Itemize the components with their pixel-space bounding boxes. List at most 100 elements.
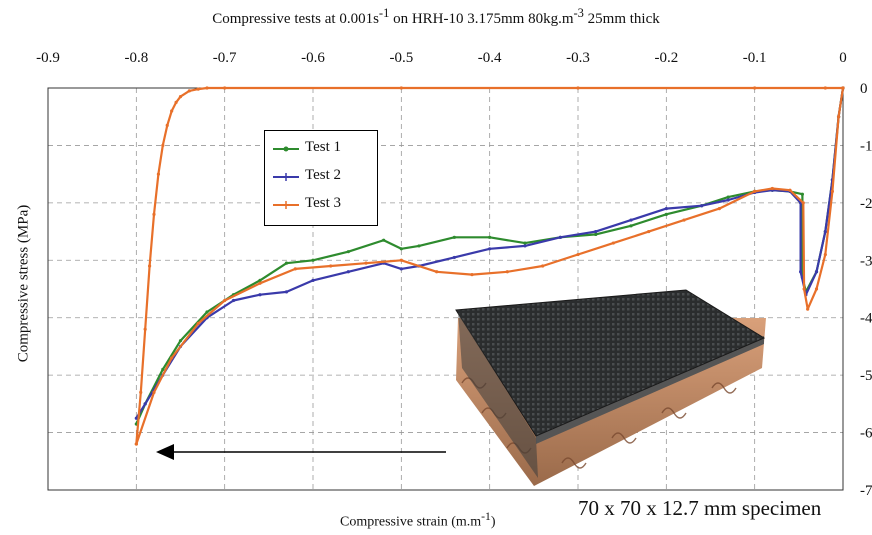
x-tick-label: -0.5 [389,50,413,66]
data-point-test-3 [435,270,439,274]
data-point-test-1 [399,247,403,251]
data-point-test-3 [576,86,580,90]
data-point-test-3 [841,86,845,90]
data-point-test-3 [770,186,774,191]
y-tick-labels: 0 -1 -2 -3 -4 -5 -6 -7 [860,81,872,499]
data-point-test-3 [165,123,169,127]
series-lines [134,86,845,446]
data-point-test-1 [205,310,209,314]
data-point-test-2 [814,270,819,274]
x-tick-label: 0 [839,50,847,66]
specimen-annotation: 70 x 70 x 12.7 mm specimen [578,496,822,520]
x-tick-labels: -0.9 -0.8 -0.7 -0.6 -0.5 -0.4 -0.3 -0.2 -0.1 0 [36,50,847,66]
data-point-test-2 [799,270,803,274]
x-tick-label: -0.7 [213,50,237,66]
data-point-test-1 [178,339,183,343]
legend-marker-test-2 [273,173,299,181]
data-point-test-3 [399,86,403,90]
data-point-test-2 [664,207,668,211]
data-point-test-1 [161,367,165,371]
x-tick-label: -0.4 [478,50,502,66]
x-tick-label: -0.9 [36,50,60,66]
x-tick-label: -0.2 [654,50,678,66]
data-point-test-2 [311,278,315,282]
data-point-test-3 [836,115,841,119]
data-point-test-3 [801,201,805,205]
data-point-test-3 [178,95,183,99]
data-point-test-3 [541,264,545,268]
data-point-test-3 [364,261,368,265]
data-point-test-2 [258,293,262,297]
y-axis-label: Compressive stress (MPa) [15,204,32,363]
data-point-test-2 [399,267,403,271]
legend-marker-test-3 [273,201,299,209]
data-point-test-3 [611,241,615,245]
data-point-test-3 [170,356,174,360]
legend-label-test-1: Test 1 [305,139,342,155]
y-tick-label: -2 [860,196,872,212]
data-point-test-3 [147,264,152,268]
data-point-test-3 [196,87,200,91]
data-point-test-3 [814,287,819,291]
data-point-test-2 [134,416,138,420]
data-point-test-3 [134,442,138,446]
data-point-test-3 [170,109,174,113]
data-point-test-3 [399,258,403,262]
y-tick-label: -7 [860,483,872,499]
data-point-test-3 [753,189,757,193]
data-point-test-2 [346,270,350,274]
data-point-test-1 [488,235,492,239]
data-point-test-3 [187,89,191,93]
data-point-test-3 [196,321,200,326]
data-point-test-1 [417,244,421,248]
y-tick-label: -6 [860,426,872,442]
data-point-test-3 [505,270,509,274]
data-point-test-3 [174,100,178,104]
data-point-test-3 [161,143,165,148]
data-point-test-3 [576,252,580,257]
data-point-test-3 [293,267,297,271]
data-point-test-2 [629,218,633,222]
data-point-test-1 [629,224,633,228]
data-point-test-2 [700,204,704,208]
data-point-test-3 [823,252,827,257]
data-point-test-1 [664,212,668,216]
y-tick-label: -3 [860,253,872,269]
data-point-test-2 [558,235,562,239]
data-point-test-3 [156,172,161,176]
data-point-test-2 [231,298,236,303]
data-point-test-2 [594,229,598,234]
data-point-test-2 [823,229,827,234]
data-point-test-1 [346,250,350,254]
x-axis-label: Compressive strain (m.m-1) [340,510,496,530]
data-point-test-3 [717,207,721,211]
x-tick-label: -0.3 [566,50,590,66]
data-point-test-1 [800,192,804,196]
data-point-test-2 [488,247,492,251]
data-point-test-3 [329,264,333,268]
data-point-test-3 [830,189,835,193]
data-point-test-3 [806,307,810,311]
data-point-test-3 [223,86,227,90]
data-point-test-2 [452,255,456,260]
data-point-test-2 [523,244,527,248]
data-point-test-1 [382,238,386,242]
data-point-test-3 [258,281,262,285]
data-point-test-3 [143,327,147,331]
data-point-test-1 [523,241,527,245]
data-point-test-3 [205,86,209,90]
y-tick-label: -4 [860,311,872,327]
legend: Test 1 Test 2 Test 3 [264,130,378,226]
data-point-test-3 [470,273,474,277]
data-point-test-1 [594,232,598,237]
data-point-test-3 [802,287,806,291]
x-tick-label: -0.1 [743,50,767,66]
data-point-test-3 [753,86,757,90]
data-point-test-1 [284,261,289,265]
chart-title: Compressive tests at 0.001s-1 on HRH-10 … [212,6,660,27]
data-point-test-3 [682,218,686,222]
data-point-test-2 [143,402,147,406]
data-point-test-2 [284,290,289,294]
data-point-test-2 [726,198,730,202]
arrow-annotation [156,444,446,460]
